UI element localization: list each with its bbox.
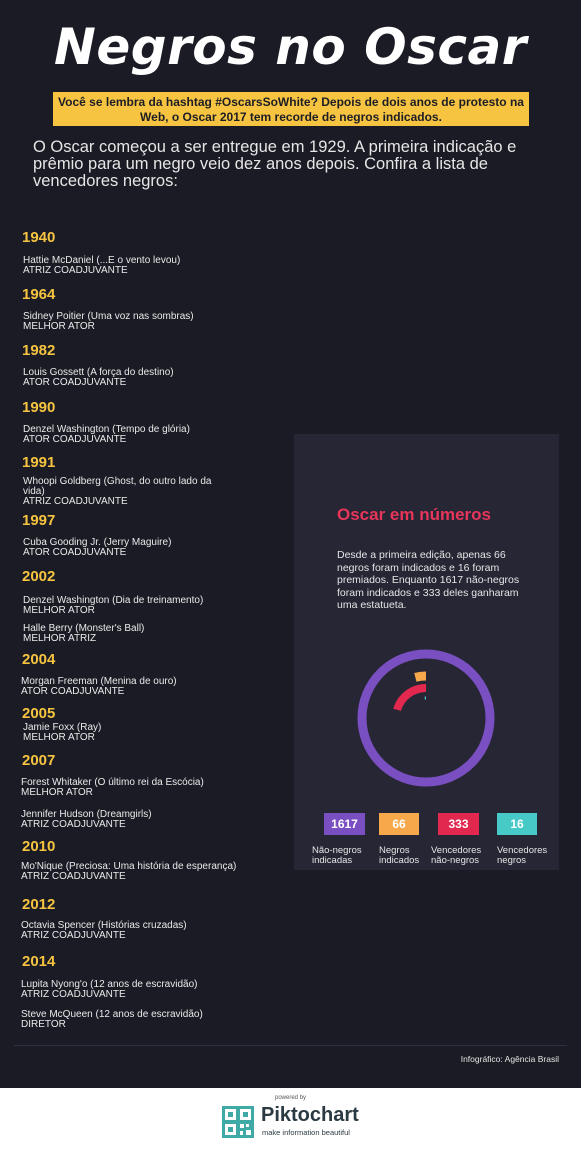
winner-name: Halle Berry (Monster's Ball) <box>23 623 145 634</box>
stat-label: Não-negros indicadas <box>312 845 362 866</box>
year-label: 2014 <box>22 953 56 970</box>
winner-category: ATRIZ COADJUVANTE <box>23 496 128 507</box>
year-label: 1991 <box>22 454 56 471</box>
piktochart-footer: powered by Piktochart make information b… <box>0 1088 581 1160</box>
winner-name: Morgan Freeman (Menina de ouro) <box>21 676 177 687</box>
winner-name: Steve McQueen (12 anos de escravidão) <box>21 1009 203 1020</box>
year-label: 2010 <box>22 838 56 855</box>
piktochart-tagline: make information beautiful <box>262 1128 350 1137</box>
year-label: 1940 <box>22 229 56 246</box>
year-label: 2007 <box>22 752 56 769</box>
winner-entry: Octavia Spencer (Histórias cruzadas) ATR… <box>21 921 187 941</box>
winner-name: Octavia Spencer (Histórias cruzadas) <box>21 920 187 931</box>
winner-category: MELHOR ATOR <box>23 605 95 616</box>
panel-title: Oscar em números <box>337 505 492 524</box>
winner-category: ATRIZ COADJUVANTE <box>21 871 126 882</box>
winner-entry: Mo'Nique (Preciosa: Uma história de espe… <box>21 862 236 882</box>
year-label: 2004 <box>22 651 56 668</box>
stat-value: 66 <box>392 817 406 831</box>
year-label: 2005 <box>22 705 56 722</box>
winner-name: Whoopi Goldberg (Ghost, do outro lado da… <box>23 476 212 497</box>
panel-text: Desde a primeira edição, apenas 66 negro… <box>337 549 520 611</box>
winner-name: Mo'Nique (Preciosa: Uma história de espe… <box>21 861 237 872</box>
winner-entry: Louis Gossett (A força do destino) ATOR … <box>23 368 174 388</box>
winner-name: Jamie Foxx (Ray) <box>23 722 102 733</box>
stat-value: 333 <box>448 817 469 831</box>
year-label: 1997 <box>22 512 56 529</box>
winner-entry: Morgan Freeman (Menina de ouro) ATOR COA… <box>21 677 177 697</box>
piktochart-logo-icon[interactable] <box>222 1106 254 1138</box>
stat-label: Vencedores não-negros <box>431 845 482 866</box>
powered-by-text: powered by <box>274 1095 307 1101</box>
stat-label: Negros indicados <box>379 845 420 866</box>
winner-entry: Denzel Washington (Tempo de glória) ATOR… <box>23 425 190 445</box>
winner-name: Lupita Nyong'o (12 anos de escravidão) <box>21 979 198 990</box>
winner-name: Denzel Washington (Tempo de glória) <box>23 424 190 435</box>
piktochart-brand[interactable]: Piktochart <box>261 1104 359 1126</box>
winner-name: Cuba Gooding Jr. (Jerry Maguire) <box>23 537 172 548</box>
winner-name: Louis Gossett (A força do destino) <box>23 367 174 378</box>
stat-value-box: 66 <box>379 813 419 835</box>
winner-category: ATOR COADJUVANTE <box>23 434 127 445</box>
winner-category: ATRIZ COADJUVANTE <box>23 265 128 276</box>
winner-entry: Cuba Gooding Jr. (Jerry Maguire) ATOR CO… <box>23 538 171 558</box>
credit-text: Infográfico: Agência Brasil <box>460 1054 559 1064</box>
winner-category: ATRIZ COADJUVANTE <box>21 989 126 1000</box>
year-label: 1982 <box>22 342 56 359</box>
stat-value-box: 333 <box>438 813 479 835</box>
page-title: Negros no Oscar <box>54 18 527 76</box>
divider <box>14 1045 567 1046</box>
year-label: 2002 <box>22 568 56 585</box>
infographic-canvas: Negros no Oscar Você se lembra da hashta… <box>0 0 581 1088</box>
year-label: 1990 <box>22 399 56 416</box>
stats-panel: Oscar em números Desde a primeira edição… <box>294 434 559 870</box>
winner-name: Hattie McDaniel (...E o vento levou) <box>23 255 181 266</box>
winner-name: Sidney Poitier (Uma voz nas sombras) <box>23 311 194 322</box>
winner-entry: Jennifer Hudson (Dreamgirls) ATRIZ COADJ… <box>21 810 152 830</box>
stat-label: Vencedores negros <box>497 845 548 866</box>
intro-text: O Oscar começou a ser entregue em 1929. … <box>33 138 517 190</box>
ring-2 <box>414 671 427 682</box>
year-label: 1964 <box>22 286 56 303</box>
winner-category: MELHOR ATRIZ <box>23 633 97 644</box>
stat-value: 1617 <box>331 817 358 831</box>
stat-value: 16 <box>510 817 524 831</box>
winner-category: MELHOR ATOR <box>23 321 95 332</box>
winner-entry: Jamie Foxx (Ray) MELHOR ATOR <box>23 723 101 743</box>
winner-category: MELHOR ATOR <box>21 787 93 798</box>
winner-entry: Halle Berry (Monster's Ball) MELHOR ATRI… <box>23 624 144 644</box>
winner-category: ATOR COADJUVANTE <box>23 377 127 388</box>
winner-entry: Sidney Poitier (Uma voz nas sombras) MEL… <box>23 312 194 332</box>
winner-category: ATRIZ COADJUVANTE <box>21 819 126 830</box>
winner-entry: Steve McQueen (12 anos de escravidão) DI… <box>21 1010 203 1030</box>
winner-category: ATRIZ COADJUVANTE <box>21 930 126 941</box>
winner-name: Forest Whitaker (O último rei da Escócia… <box>21 777 204 788</box>
stat-value-box: 16 <box>497 813 537 835</box>
winner-category: DIRETOR <box>21 1019 66 1030</box>
winner-entry: Whoopi Goldberg (Ghost, do outro lado da… <box>23 477 223 507</box>
winner-entry: Denzel Washington (Dia de treinamento) M… <box>23 596 203 616</box>
winner-category: MELHOR ATOR <box>23 732 95 743</box>
winner-name: Jennifer Hudson (Dreamgirls) <box>21 809 152 820</box>
hashtag-banner: Você se lembra da hashtag #OscarsSoWhite… <box>53 92 529 126</box>
ring-3 <box>393 684 427 712</box>
rings-chart <box>357 649 495 787</box>
winner-entry: Lupita Nyong'o (12 anos de escravidão) A… <box>21 980 197 1000</box>
winner-category: ATOR COADJUVANTE <box>21 686 125 697</box>
ring-1 <box>357 649 495 787</box>
winner-entry: Hattie McDaniel (...E o vento levou) ATR… <box>23 256 180 276</box>
winner-category: ATOR COADJUVANTE <box>23 547 127 558</box>
year-label: 2012 <box>22 896 56 913</box>
winner-name: Denzel Washington (Dia de treinamento) <box>23 595 204 606</box>
winner-entry: Forest Whitaker (O último rei da Escócia… <box>21 778 204 798</box>
stat-value-box: 1617 <box>324 813 365 835</box>
